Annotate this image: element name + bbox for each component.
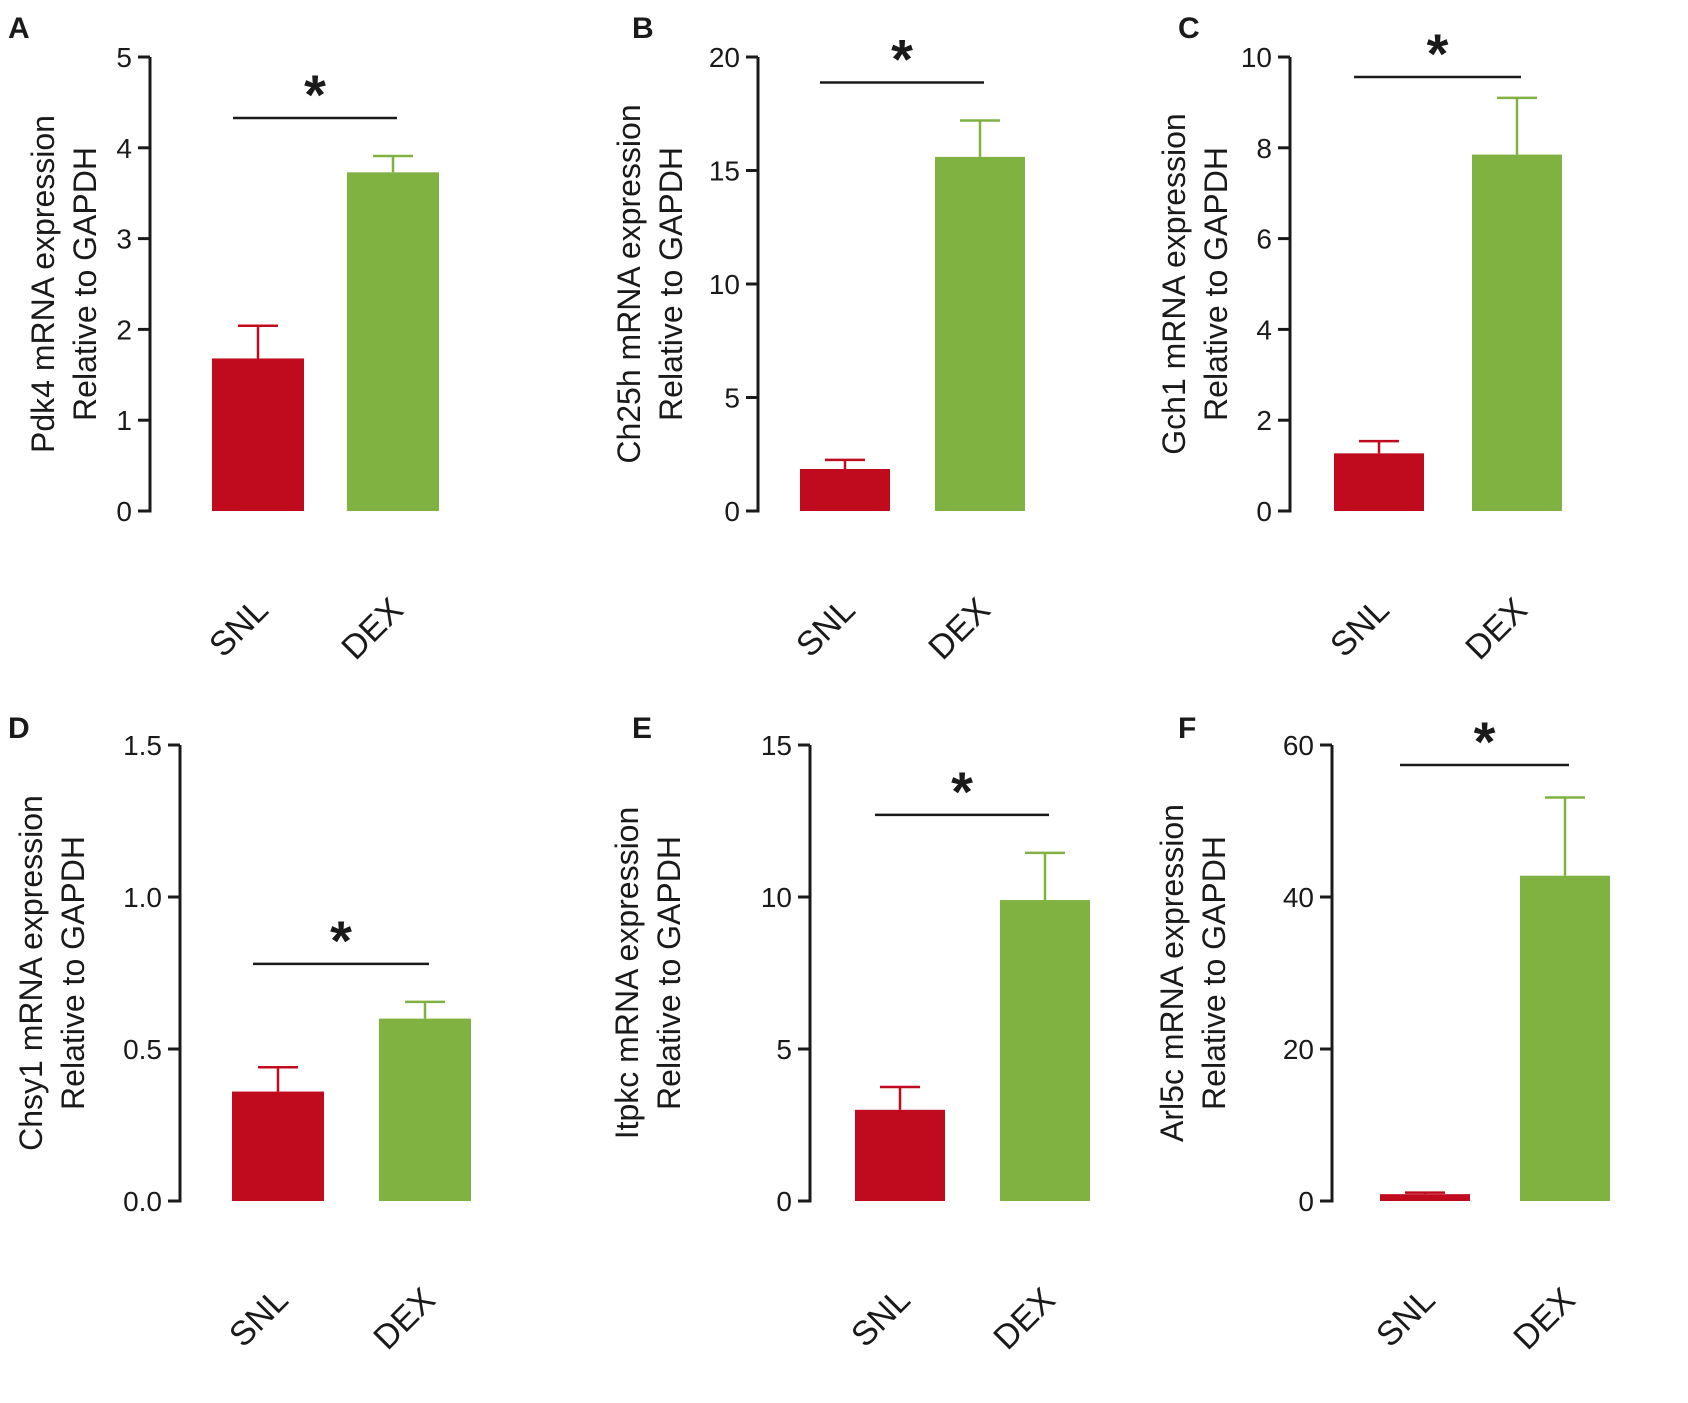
chart-panel-e: E 0 5 10 15 Itpkc mRNA expression Relative to … bbox=[609, 712, 1090, 1357]
chart-panel-a: A 0 1 2 3 4 5 Pdk4 mRNA expression Relative to G… bbox=[8, 12, 439, 667]
y-tick-label: 0 bbox=[1298, 1186, 1314, 1217]
y-tick-label: 2 bbox=[1256, 405, 1272, 436]
y-tick-label: 10 bbox=[761, 882, 792, 913]
significance-marker: * bbox=[1474, 710, 1496, 773]
y-tick-label: 2 bbox=[116, 314, 132, 345]
y-tick-label: 0.0 bbox=[123, 1186, 162, 1217]
y-tick-label: 3 bbox=[116, 224, 132, 255]
bar-dex bbox=[347, 172, 439, 512]
bar-snl bbox=[212, 358, 304, 511]
y-tick-label: 40 bbox=[1283, 882, 1314, 913]
y-axis-label: Pdk4 mRNA expression bbox=[25, 115, 61, 453]
bar-dex bbox=[1472, 154, 1562, 512]
y-tick-label: 60 bbox=[1283, 730, 1314, 761]
y-tick-label: 6 bbox=[1256, 224, 1272, 255]
category-label: DEX bbox=[1506, 1281, 1582, 1357]
y-tick-label: 10 bbox=[709, 269, 740, 300]
panel-letter: C bbox=[1178, 12, 1200, 45]
y-tick-label: 1.5 bbox=[123, 730, 162, 761]
bar-dex bbox=[935, 156, 1025, 511]
panel-letter: D bbox=[8, 712, 30, 745]
y-axis-label-subtitle: Relative to GAPDH bbox=[1196, 836, 1232, 1110]
y-tick-label: 10 bbox=[1241, 42, 1272, 73]
chart-panel-d: D 0.0 0.5 1.0 1.5 Chsy1 mRNA expression Relati… bbox=[8, 712, 471, 1357]
y-tick-label: 4 bbox=[116, 133, 132, 164]
y-axis-label-subtitle: Relative to GAPDH bbox=[653, 147, 689, 421]
significance-marker: * bbox=[304, 63, 326, 126]
bar-snl bbox=[1380, 1194, 1470, 1201]
category-label: SNL bbox=[222, 1281, 296, 1355]
significance-marker: * bbox=[891, 28, 913, 91]
bar-dex bbox=[379, 1018, 471, 1201]
y-tick-label: 5 bbox=[776, 1034, 792, 1065]
category-label: DEX bbox=[986, 1281, 1062, 1357]
y-tick-label: 8 bbox=[1256, 133, 1272, 164]
panel-letter: A bbox=[8, 12, 30, 45]
y-tick-label: 1.0 bbox=[123, 882, 162, 913]
y-axis-label: Arl5c mRNA expression bbox=[1154, 804, 1190, 1142]
significance-marker: * bbox=[330, 909, 352, 972]
y-tick-label: 20 bbox=[1283, 1034, 1314, 1065]
panel-letter: B bbox=[632, 12, 654, 45]
category-label: SNL bbox=[844, 1281, 918, 1355]
chart-panel-c: C 0 2 4 6 8 10 Gch1 mRNA expression Relative to … bbox=[1156, 12, 1562, 667]
y-tick-label: 15 bbox=[709, 156, 740, 187]
category-label: DEX bbox=[334, 591, 410, 667]
y-tick-label: 20 bbox=[709, 42, 740, 73]
y-tick-label: 0 bbox=[776, 1186, 792, 1217]
y-tick-label: 4 bbox=[1256, 314, 1272, 345]
category-label: SNL bbox=[789, 591, 863, 665]
y-tick-label: 1 bbox=[116, 405, 132, 436]
y-tick-label: 0.5 bbox=[123, 1034, 162, 1065]
category-label: DEX bbox=[1458, 591, 1534, 667]
bar-dex bbox=[1520, 875, 1610, 1201]
category-label: SNL bbox=[1369, 1281, 1443, 1355]
y-axis-label-subtitle: Relative to GAPDH bbox=[1198, 147, 1234, 421]
significance-marker: * bbox=[951, 760, 973, 823]
y-tick-label: 5 bbox=[724, 383, 740, 414]
y-axis-label-subtitle: Relative to GAPDH bbox=[55, 836, 91, 1110]
category-label: DEX bbox=[921, 591, 997, 667]
panel-letter: F bbox=[1178, 712, 1196, 745]
category-label: SNL bbox=[202, 591, 276, 665]
category-label: DEX bbox=[366, 1281, 442, 1357]
y-tick-label: 0 bbox=[1256, 496, 1272, 527]
bar-snl bbox=[855, 1109, 945, 1201]
y-tick-label: 0 bbox=[724, 496, 740, 527]
y-axis-label: Gch1 mRNA expression bbox=[1156, 113, 1192, 454]
panel-letter: E bbox=[632, 712, 652, 745]
y-axis-label: Itpkc mRNA expression bbox=[609, 807, 645, 1140]
bar-dex bbox=[1000, 900, 1090, 1201]
y-axis-label: Ch25h mRNA expression bbox=[611, 104, 647, 463]
y-tick-label: 0 bbox=[116, 496, 132, 527]
y-axis-label-subtitle: Relative to GAPDH bbox=[67, 147, 103, 421]
significance-marker: * bbox=[1427, 22, 1449, 85]
bar-snl bbox=[1334, 453, 1424, 511]
bar-snl bbox=[232, 1091, 324, 1201]
category-label: SNL bbox=[1323, 591, 1397, 665]
chart-panel-f: F 0 20 40 60 Arl5c mRNA expression Relative to… bbox=[1154, 710, 1610, 1357]
y-axis-label-subtitle: Relative to GAPDH bbox=[651, 836, 687, 1110]
y-tick-label: 15 bbox=[761, 730, 792, 761]
bar-snl bbox=[800, 469, 890, 511]
chart-panel-b: B 0 5 10 15 20 Ch25h mRNA expression Relative t… bbox=[611, 12, 1025, 667]
y-axis-label: Chsy1 mRNA expression bbox=[13, 795, 49, 1151]
y-tick-label: 5 bbox=[116, 42, 132, 73]
